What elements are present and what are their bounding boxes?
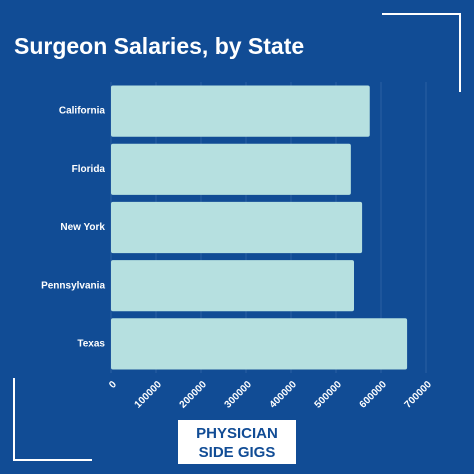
corner-decoration — [13, 378, 92, 461]
bar — [111, 260, 354, 312]
corner-decoration — [382, 13, 461, 92]
bar — [111, 201, 363, 254]
logo-box — [178, 420, 296, 464]
chart-title: Surgeon Salaries, by State — [14, 33, 304, 59]
bar — [111, 318, 408, 370]
y-tick-label: California — [59, 106, 106, 117]
plot-area: 0 100000 200000 300000 400000 500000 600000 700… — [41, 82, 434, 411]
y-tick-label: New York — [60, 222, 105, 233]
bar — [111, 85, 370, 137]
logo-text: PHYSICIAN — [196, 425, 278, 442]
y-tick-label: Florida — [72, 164, 106, 175]
logo-text: SIDE GIGS — [199, 444, 276, 461]
y-tick-label: Pennsylvania — [41, 280, 105, 291]
y-tick-label: Texas — [77, 339, 105, 350]
bar — [111, 143, 351, 195]
